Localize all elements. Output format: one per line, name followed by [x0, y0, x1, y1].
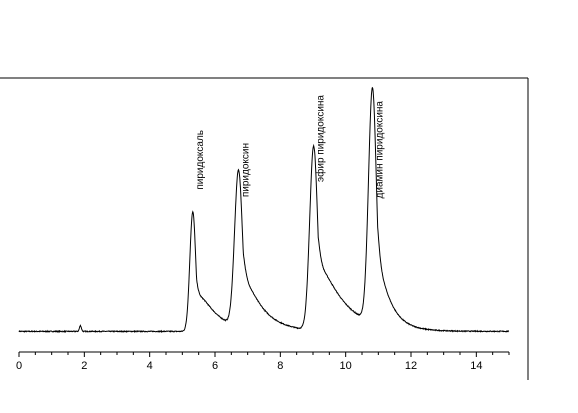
x-tick-label: 12 — [405, 360, 417, 372]
x-tick-label: 6 — [212, 360, 218, 372]
peak-label-4: диамин пиридоксина — [374, 101, 385, 199]
peak-label-1: пиридоксаль — [195, 130, 206, 190]
peak-labels: пиридоксаль пиридоксин эфир пиридоксина диа… — [195, 95, 386, 199]
x-tick-label: 0 — [16, 360, 22, 372]
peak-label-3: эфир пиридоксина — [315, 95, 327, 182]
x-tick-label: 4 — [147, 360, 153, 372]
x-tick-label: 14 — [470, 360, 482, 372]
chromatogram-trace — [18, 86, 510, 334]
x-tick-label: 10 — [340, 360, 352, 372]
x-tick-label: 8 — [277, 360, 283, 372]
peak-label-2: пиридоксин — [241, 143, 252, 197]
x-axis: 0 2 4 6 8 10 12 14 — [16, 351, 510, 372]
x-tick-label: 2 — [81, 360, 87, 372]
